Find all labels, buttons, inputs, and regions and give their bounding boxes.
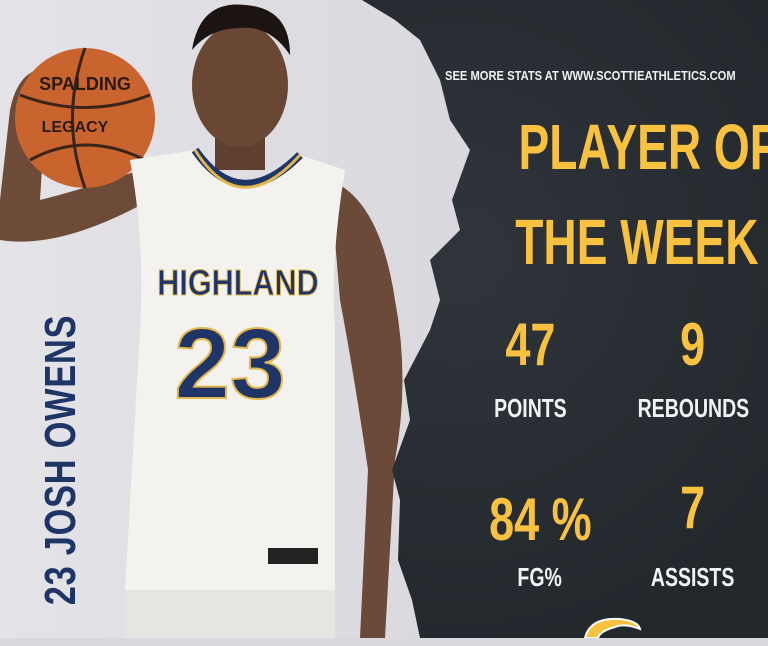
stat-assists: 7 ASSISTS	[651, 474, 735, 593]
scottie-logo-icon	[583, 617, 642, 638]
stat-fg-percent: 84 % FG%	[488, 486, 592, 593]
stat-points: 47 POINTS	[493, 311, 567, 424]
basketball-icon: SPALDING LEGACY	[15, 47, 155, 189]
title-line-1: PLAYER OF	[518, 111, 768, 183]
stat-rebounds: 9 REBOUNDS	[637, 311, 749, 424]
ball-model-text: LEGACY	[42, 119, 109, 136]
player-arm-right	[330, 180, 403, 638]
stats-link[interactable]: SEE MORE STATS AT WWW.SCOTTIEATHLETICS.C…	[445, 68, 736, 83]
ball-brand-text: SPALDING	[39, 74, 131, 94]
jersey-text: HIGHLAND	[157, 264, 318, 304]
player-photo: SPALDING LEGACY HIGHLAND 23	[0, 4, 403, 638]
jersey	[125, 150, 345, 590]
title-line-2: THE WEEK	[515, 206, 759, 278]
jersey-number: 23	[174, 308, 285, 420]
player-head	[192, 23, 288, 147]
player-name: 23 JOSH OWENS	[36, 314, 85, 606]
shorts	[125, 590, 335, 638]
